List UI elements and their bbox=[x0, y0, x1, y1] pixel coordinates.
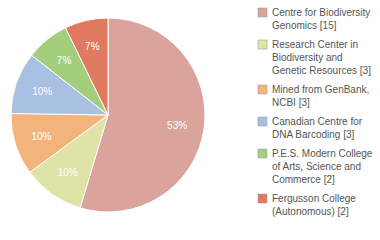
data-label: 53% bbox=[167, 120, 187, 131]
data-label: 7% bbox=[85, 41, 100, 52]
legend: Centre for BiodiversityGenomics [15] Rese… bbox=[258, 7, 373, 217]
legend-swatch bbox=[258, 85, 267, 94]
data-label: 10% bbox=[58, 167, 78, 178]
pie bbox=[11, 18, 205, 212]
legend-label: P.E.S. Modern Collegeof Arts, Science an… bbox=[272, 148, 373, 185]
legend-label: Canadian Centre forDNA Barcoding [3] bbox=[272, 116, 363, 140]
pie-slice bbox=[11, 113, 108, 172]
chart: 53% 10% 10% 10% 7% 7% Centre for BiodiversityG… bbox=[0, 0, 380, 240]
legend-item: P.E.S. Modern Collegeof Arts, Science an… bbox=[258, 148, 373, 185]
pie-slice bbox=[66, 18, 108, 115]
data-label: 10% bbox=[32, 86, 52, 97]
legend-item: Mined from GenBank,NCBI [3] bbox=[258, 84, 369, 108]
legend-swatch bbox=[258, 8, 267, 17]
legend-label: Research Center inBiodiversity andGeneti… bbox=[272, 39, 371, 76]
legend-swatch bbox=[258, 194, 267, 203]
legend-swatch bbox=[258, 40, 267, 49]
legend-swatch bbox=[258, 117, 267, 126]
legend-item: Canadian Centre forDNA Barcoding [3] bbox=[258, 116, 363, 140]
legend-swatch bbox=[258, 149, 267, 158]
legend-label: Centre for BiodiversityGenomics [15] bbox=[272, 7, 370, 31]
legend-label: Mined from GenBank,NCBI [3] bbox=[272, 84, 369, 108]
legend-label: Fergusson College(Autonomous) [2] bbox=[272, 193, 356, 217]
data-label: 7% bbox=[57, 55, 72, 66]
legend-item: Fergusson College(Autonomous) [2] bbox=[258, 193, 356, 217]
data-labels: 53% 10% 10% 10% 7% 7% bbox=[31, 41, 187, 177]
data-label: 10% bbox=[31, 131, 51, 142]
legend-item: Centre for BiodiversityGenomics [15] bbox=[258, 7, 370, 31]
legend-item: Research Center inBiodiversity andGeneti… bbox=[258, 39, 371, 76]
